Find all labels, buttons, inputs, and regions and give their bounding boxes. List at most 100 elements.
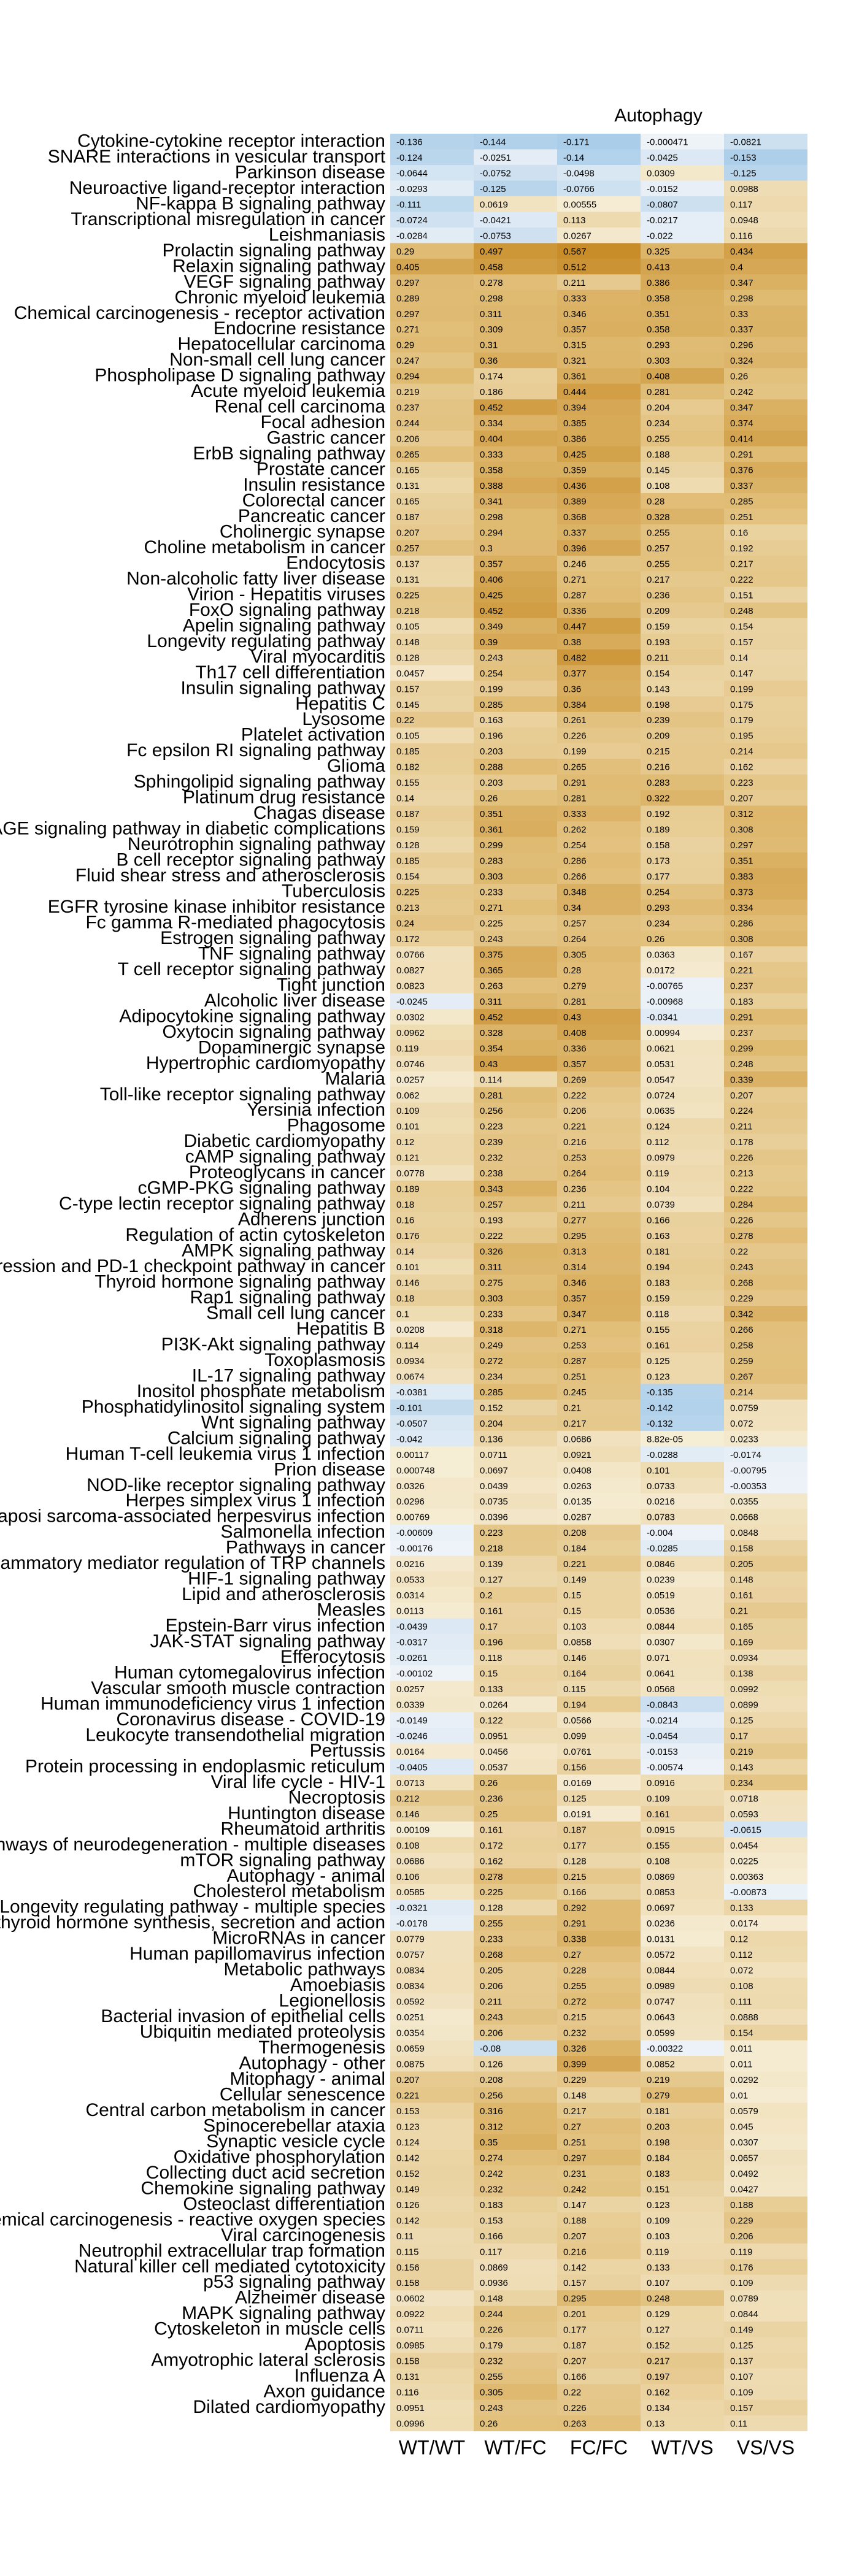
column-label: WT/FC <box>484 2437 546 2459</box>
cell-value: 0.347 <box>730 403 753 413</box>
heatmap-cell <box>390 2259 474 2275</box>
heatmap-cell <box>724 2243 807 2260</box>
cell-value: 0.222 <box>730 1184 753 1195</box>
cell-value: 0.0761 <box>563 1747 591 1757</box>
cell-value: 0.0992 <box>730 1684 758 1695</box>
cell-value: 0.154 <box>730 2028 753 2039</box>
cell-value: 0.348 <box>563 887 587 898</box>
cell-value: 0.0899 <box>730 1700 758 1710</box>
cell-value: 0.105 <box>396 621 420 632</box>
heatmap-cell <box>474 1931 557 1947</box>
cell-value: 0.205 <box>480 1966 503 1976</box>
cell-value: 0.21 <box>730 1606 748 1617</box>
heatmap-cell <box>390 1899 474 1916</box>
row-label: PI3K-Akt signaling pathway <box>161 1334 385 1354</box>
row-label: Endocytosis <box>286 553 385 573</box>
heatmap-cell <box>641 2243 724 2260</box>
cell-value: -0.0807 <box>647 199 678 210</box>
heatmap-cell <box>390 2056 474 2072</box>
cell-value: 0.482 <box>563 653 587 663</box>
row-label: MicroRNAs in cancer <box>212 1928 385 1949</box>
cell-value: 0.213 <box>396 903 420 913</box>
row-label: ErbB signaling pathway <box>193 443 385 464</box>
cell-value: 0.223 <box>730 778 753 788</box>
row-label: Colorectal cancer <box>242 491 385 511</box>
heatmap-cell <box>474 586 557 603</box>
row-label: Leishmaniasis <box>269 224 385 245</box>
heatmap-cell <box>641 274 724 291</box>
heatmap-cell <box>390 1743 474 1760</box>
cell-value: 0.297 <box>396 278 420 288</box>
heatmap-cell <box>474 337 557 353</box>
row-label: Platinum drug resistance <box>183 788 385 808</box>
cell-value: 0.289 <box>396 293 420 304</box>
cell-value: 0.207 <box>563 2356 587 2367</box>
row-label: Thermogenesis <box>258 2037 385 2058</box>
heatmap-cell <box>641 1790 724 1806</box>
cell-value: 0.219 <box>730 1747 753 1757</box>
heatmap-cell <box>641 805 724 822</box>
heatmap-cell <box>390 1587 474 1603</box>
heatmap-cell <box>390 258 474 275</box>
heatmap-cell <box>557 1587 641 1603</box>
cell-value: 0.183 <box>480 2200 503 2210</box>
cell-value: 0.172 <box>396 934 420 945</box>
heatmap-cell <box>390 1368 474 1384</box>
heatmap-cell <box>557 258 641 275</box>
cell-value: -0.0149 <box>396 1715 428 1726</box>
heatmap-cell <box>641 1306 724 1322</box>
heatmap-cell <box>724 149 807 166</box>
heatmap-cell <box>724 134 807 150</box>
cell-value: 0.242 <box>480 2169 503 2179</box>
heatmap-cell <box>390 1087 474 1103</box>
heatmap-cell <box>390 1868 474 1885</box>
cell-value: 0.404 <box>480 434 503 445</box>
cell-value: 0.326 <box>563 2044 587 2054</box>
heatmap-cell <box>641 977 724 994</box>
heatmap-cell <box>724 1821 807 1838</box>
heatmap-cell <box>641 853 724 869</box>
cell-value: 0.333 <box>563 809 587 819</box>
cell-value: 0.146 <box>563 1653 587 1663</box>
cell-value: 0.11 <box>396 2231 414 2242</box>
cell-value: 0.328 <box>647 512 670 523</box>
heatmap-cell <box>474 508 557 525</box>
cell-value: 0.0888 <box>730 2012 758 2023</box>
cell-value: 0.236 <box>563 1184 587 1195</box>
cell-value: 0.183 <box>647 1278 670 1289</box>
row-label: Gastric cancer <box>267 428 385 448</box>
row-label: JAK-STAT signaling pathway <box>150 1631 385 1652</box>
cell-value: 0.155 <box>647 1841 670 1851</box>
heatmap-cell <box>641 1758 724 1775</box>
cell-value: 0.106 <box>396 1872 420 1882</box>
heatmap-cell <box>641 1571 724 1588</box>
heatmap-cell <box>390 1336 474 1353</box>
heatmap-cell <box>724 1946 807 1963</box>
cell-value: 0.0599 <box>647 2028 675 2039</box>
cell-value: 0.0593 <box>730 1809 758 1820</box>
heatmap-cell <box>390 1040 474 1056</box>
cell-value: -0.0261 <box>396 1653 428 1663</box>
heatmap-cell <box>724 524 807 540</box>
heatmap-cell <box>474 1336 557 1353</box>
heatmap-cell <box>474 711 557 728</box>
heatmap-cell <box>641 352 724 369</box>
heatmap-cell <box>641 868 724 884</box>
heatmap-cell <box>474 1149 557 1166</box>
heatmap-cell <box>474 555 557 572</box>
heatmap-cell <box>724 196 807 212</box>
heatmap-cell <box>474 2384 557 2401</box>
cell-value: -0.08 <box>480 2044 501 2054</box>
cell-value: 0.0846 <box>647 1559 675 1570</box>
heatmap-cell <box>724 774 807 791</box>
cell-value: 0.373 <box>730 887 753 898</box>
cell-value: 0.292 <box>563 1903 587 1914</box>
heatmap-cell <box>390 1696 474 1712</box>
heatmap-cell <box>390 2384 474 2401</box>
heatmap-cell <box>724 1681 807 1697</box>
cell-value: 0.142 <box>396 2153 420 2163</box>
heatmap-cell <box>390 1227 474 1244</box>
cell-value: 0.133 <box>730 1903 753 1914</box>
cell-value: 0.341 <box>480 497 503 507</box>
cell-value: 0.298 <box>480 512 503 523</box>
